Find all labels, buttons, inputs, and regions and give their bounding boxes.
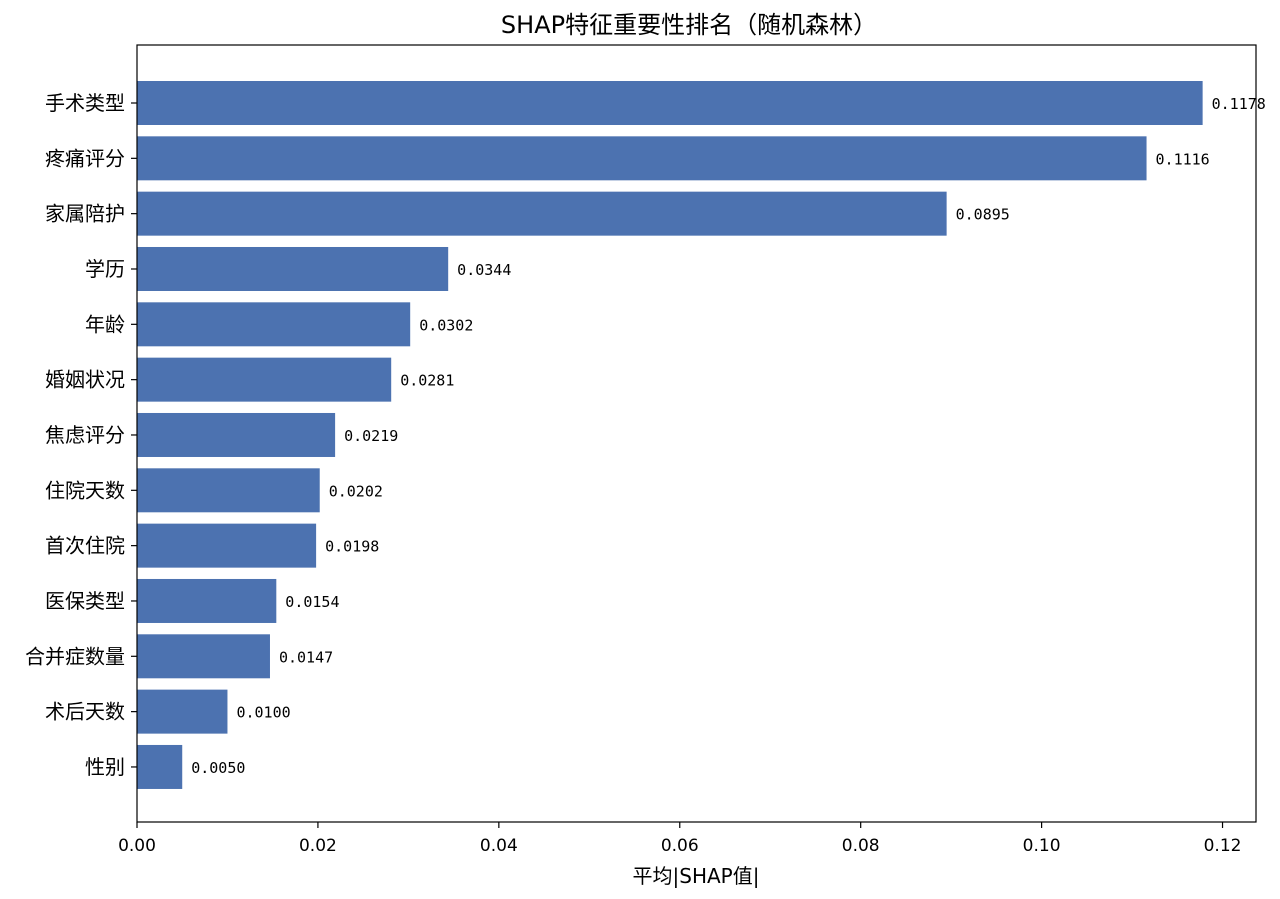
x-tick-label: 0.00 — [118, 836, 156, 856]
y-tick-label: 婚姻状况 — [45, 368, 125, 392]
y-tick-label: 合并症数量 — [25, 644, 125, 668]
bar — [137, 357, 392, 402]
data-label: 0.1178 — [1212, 95, 1266, 113]
data-label: 0.0100 — [236, 704, 290, 722]
data-label: 0.0344 — [457, 261, 511, 279]
x-axis: 0.00 0.02 0.04 0.06 0.08 0.10 0.12 — [118, 822, 1241, 856]
bar — [137, 246, 449, 291]
bar — [137, 523, 317, 568]
y-tick-label: 手术类型 — [45, 91, 125, 115]
y-tick-label: 术后天数 — [45, 700, 125, 724]
y-tick-label: 学历 — [85, 257, 125, 281]
data-label: 0.0202 — [329, 482, 383, 500]
bar — [137, 744, 183, 789]
bars-layer — [137, 81, 1203, 789]
bar — [137, 302, 411, 347]
y-tick-label: 疼痛评分 — [45, 146, 125, 170]
x-tick-label: 0.04 — [480, 836, 518, 856]
data-label: 0.1116 — [1156, 150, 1210, 168]
data-labels-layer: 0.1178 0.1116 0.0895 0.0344 0.0302 0.0281 0.02… — [191, 95, 1266, 777]
y-tick-label: 年龄 — [85, 312, 125, 336]
y-tick-label: 首次住院 — [45, 534, 125, 558]
bar — [137, 81, 1203, 125]
data-label: 0.0219 — [344, 427, 398, 445]
x-tick-label: 0.02 — [299, 836, 337, 856]
data-label: 0.0050 — [191, 759, 245, 777]
y-tick-label: 医保类型 — [45, 589, 125, 613]
x-tick-label: 0.10 — [1023, 836, 1061, 856]
y-axis: 手术类型疼痛评分家属陪护学历年龄婚姻状况焦虑评分住院天数首次住院医保类型合并症数… — [25, 91, 137, 779]
x-tick-label: 0.08 — [842, 836, 880, 856]
data-label: 0.0895 — [956, 206, 1010, 224]
y-tick-label: 性别 — [85, 755, 125, 779]
bar — [137, 136, 1147, 181]
data-label: 0.0281 — [400, 372, 454, 390]
bar — [137, 468, 320, 513]
y-tick-label: 焦虑评分 — [45, 423, 125, 447]
bar — [137, 578, 277, 623]
x-tick-label: 0.12 — [1204, 836, 1242, 856]
y-tick-label: 住院天数 — [45, 478, 125, 502]
x-tick-label: 0.06 — [661, 836, 699, 856]
data-label: 0.0302 — [419, 316, 473, 334]
data-label: 0.0198 — [325, 538, 379, 556]
data-label: 0.0147 — [279, 648, 333, 666]
bar — [137, 412, 336, 457]
chart-title: SHAP特征重要性排名（随机森林） — [501, 11, 877, 39]
bar — [137, 689, 228, 734]
y-tick-label: 家属陪护 — [45, 202, 125, 226]
bar — [137, 191, 947, 236]
data-label: 0.0154 — [285, 593, 339, 611]
plot-frame — [136, 44, 1257, 823]
bar — [137, 634, 270, 679]
x-axis-label: 平均|SHAP值| — [633, 864, 760, 888]
